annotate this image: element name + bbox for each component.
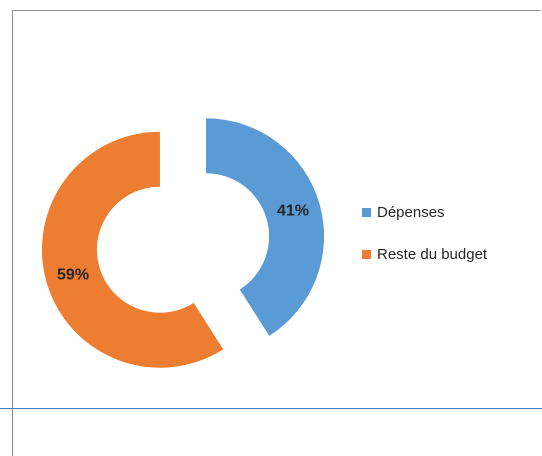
chart-area	[12, 10, 541, 456]
legend-swatch-reste-du-budget	[362, 249, 371, 259]
legend-item-reste-du-budget: Reste du budget	[362, 244, 487, 264]
legend-label-reste-du-budget: Reste du budget	[377, 245, 488, 263]
data-label-reste-du-budget: 59%	[57, 266, 89, 283]
legend-item-depenses: Dépenses	[362, 202, 487, 222]
donut-slice-reste-du-budget	[41, 131, 224, 368]
donut-slices	[41, 118, 325, 368]
data-label-depenses: 41%	[277, 203, 309, 220]
donut-slice-depenses	[206, 118, 325, 336]
legend-swatch-depenses	[362, 207, 371, 217]
sheet-divider-line	[0, 408, 542, 409]
legend-label-depenses: Dépenses	[377, 203, 445, 221]
chart-legend: Dépenses Reste du budget	[362, 202, 487, 286]
donut-data-labels: 41% 59%	[57, 203, 309, 284]
